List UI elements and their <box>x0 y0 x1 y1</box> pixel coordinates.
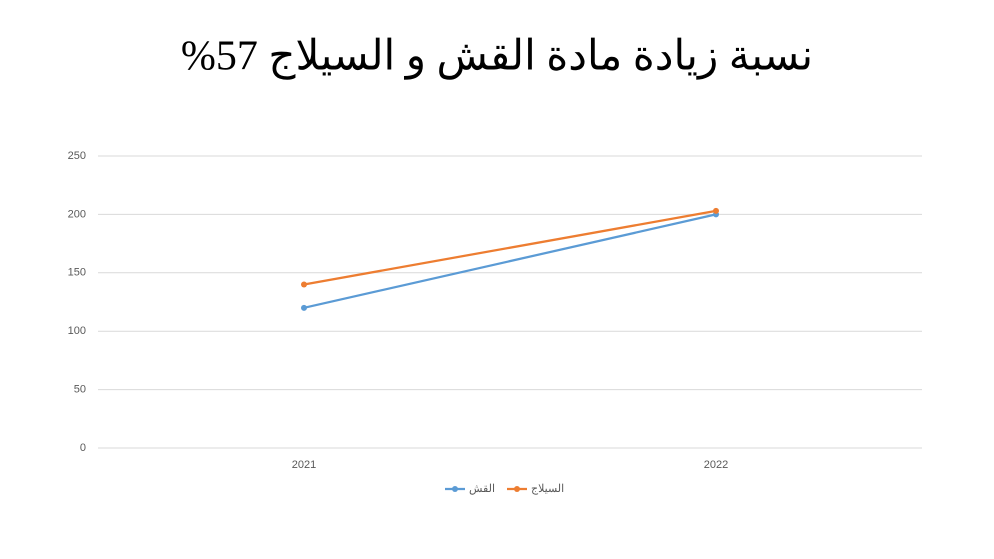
y-tick-label: 200 <box>68 208 86 220</box>
x-tick-label: 2021 <box>292 459 316 471</box>
legend-marker <box>452 486 458 492</box>
y-tick-label: 250 <box>68 150 86 162</box>
legend-label: القش <box>469 483 495 495</box>
y-tick-label: 0 <box>80 442 86 454</box>
legend-marker <box>514 486 520 492</box>
y-tick-label: 100 <box>68 325 86 337</box>
y-tick-label: 150 <box>68 267 86 279</box>
series-line <box>303 213 717 309</box>
point <box>301 281 307 288</box>
legend-label: السيلاج <box>531 483 564 495</box>
point <box>713 207 719 214</box>
x-tick-label: 2022 <box>704 459 728 471</box>
point <box>301 304 307 311</box>
y-tick-label: 50 <box>74 384 86 396</box>
series-line <box>303 209 717 286</box>
chart-title: نسبة زيادة مادة القش و السيلاج 57% <box>181 34 813 81</box>
